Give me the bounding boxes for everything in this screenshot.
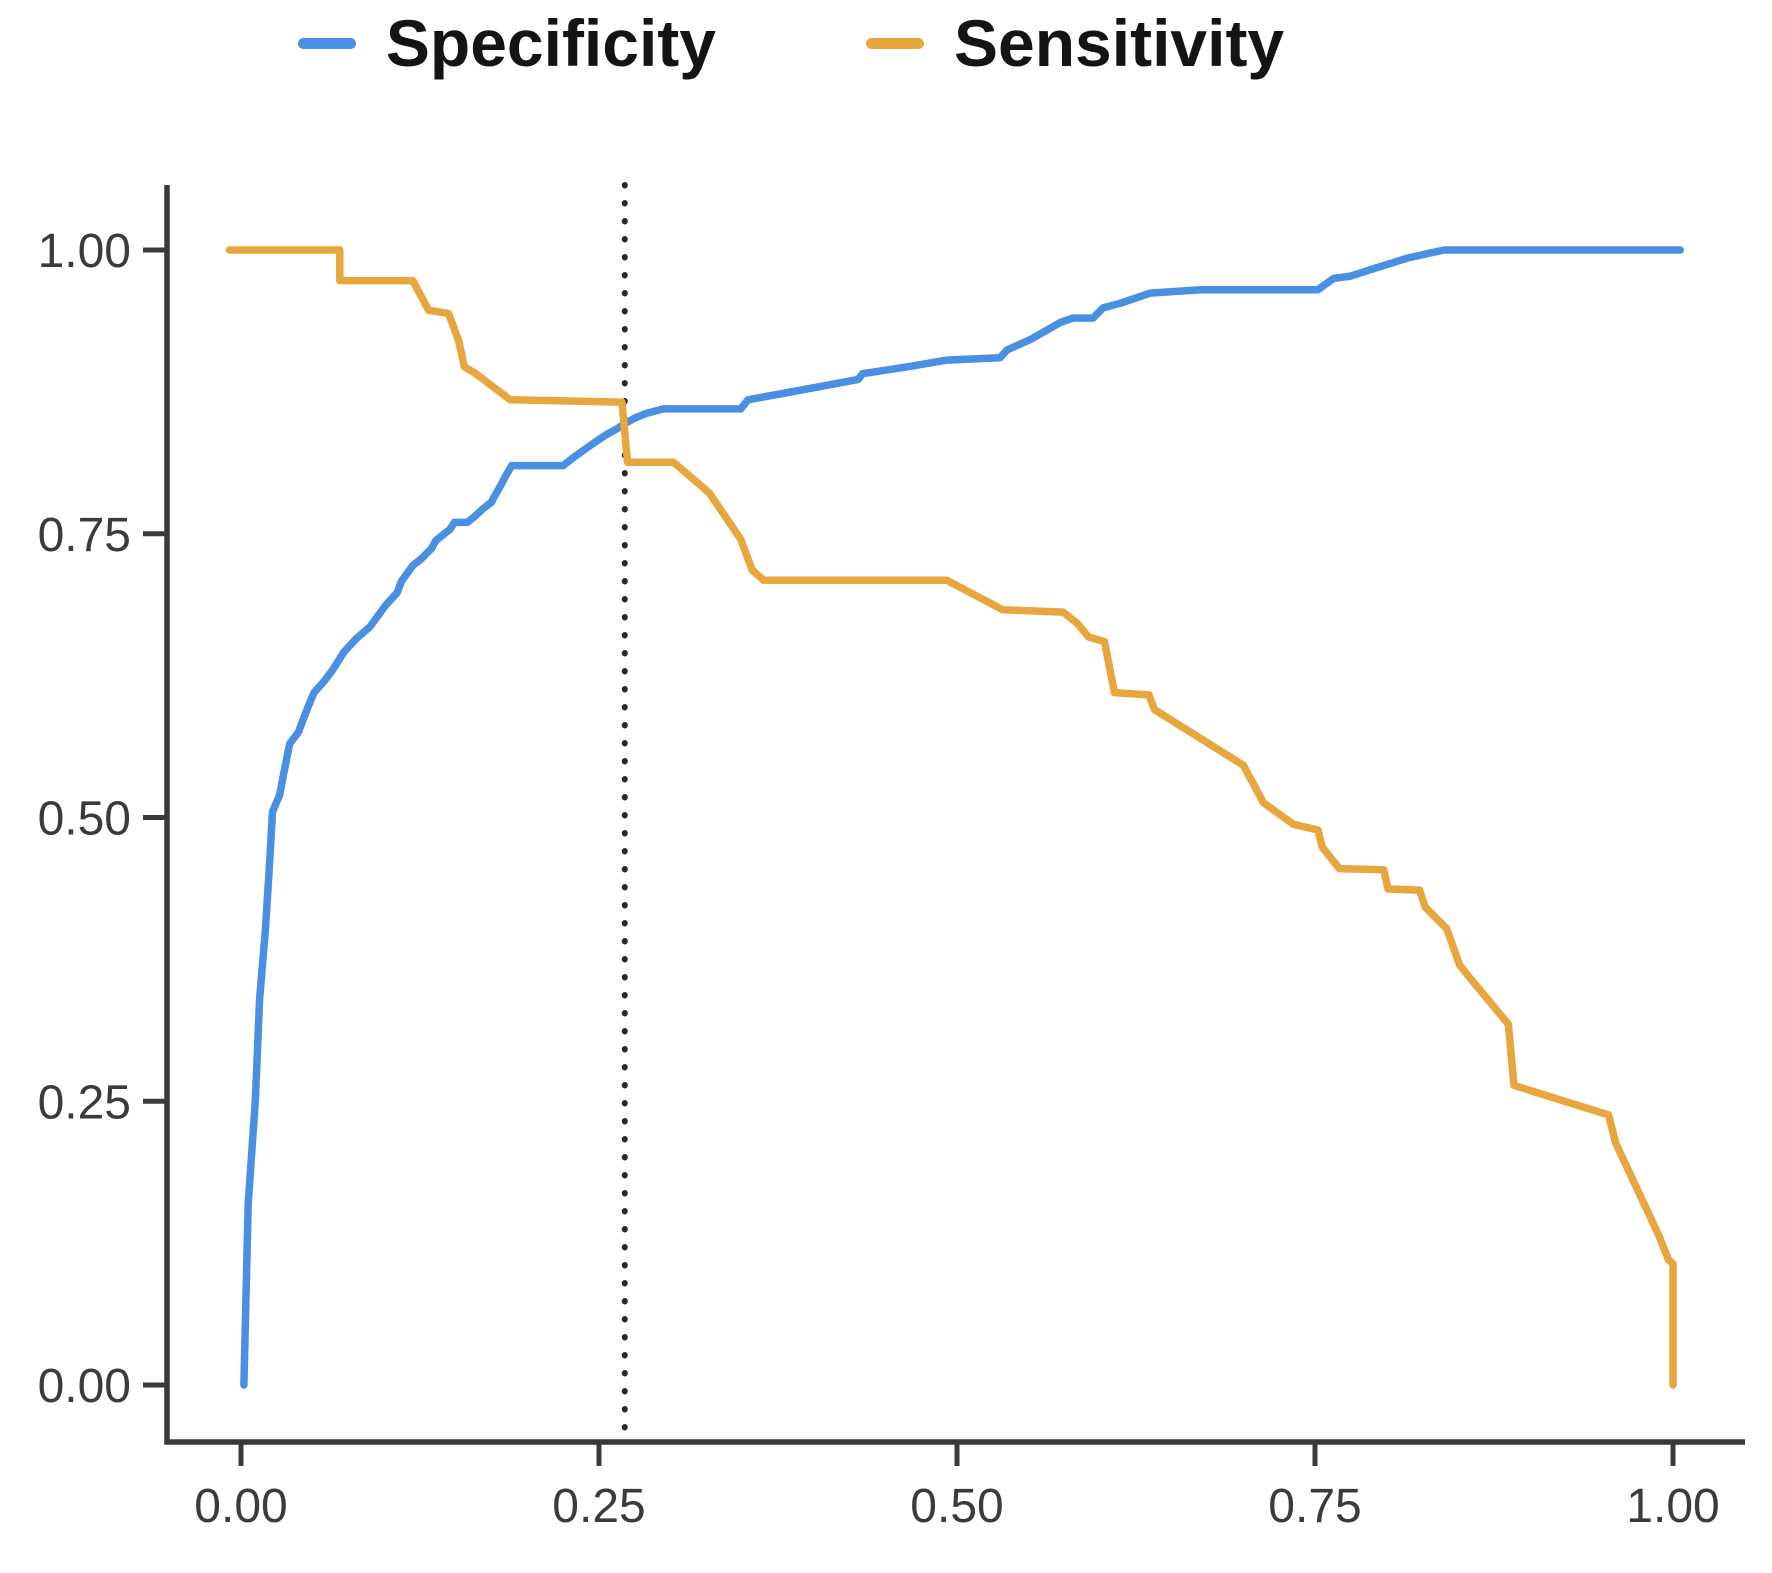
x-tick-label: 0.00 [194,1480,287,1533]
y-tick-label: 0.75 [38,509,131,562]
legend-item-specificity: Specificity [297,6,716,80]
y-tick-label: 0.25 [38,1076,131,1129]
sensitivity-curve [225,246,1677,1389]
x-tick-label: 0.50 [910,1480,1003,1533]
x-tick-label: 1.00 [1626,1480,1719,1533]
legend-item-sensitivity: Sensitivity [866,10,1284,76]
specificity-curve [240,246,1684,1389]
y-tick-label: 0.00 [38,1360,131,1413]
legend-label-specificity: Specificity [385,6,716,80]
y-tick-label: 1.00 [38,225,131,278]
sensitivity-line-swatch-icon [866,37,924,49]
y-tick-label: 0.50 [38,793,131,846]
axes [164,185,1745,1445]
x-tick-label: 0.75 [1268,1480,1361,1533]
x-tick-label: 0.25 [552,1480,645,1533]
legend-label-sensitivity: Sensitivity [954,6,1285,80]
specificity-line-swatch-icon [297,37,356,49]
chart-legend: Specificity Sensitivity [0,10,1772,76]
